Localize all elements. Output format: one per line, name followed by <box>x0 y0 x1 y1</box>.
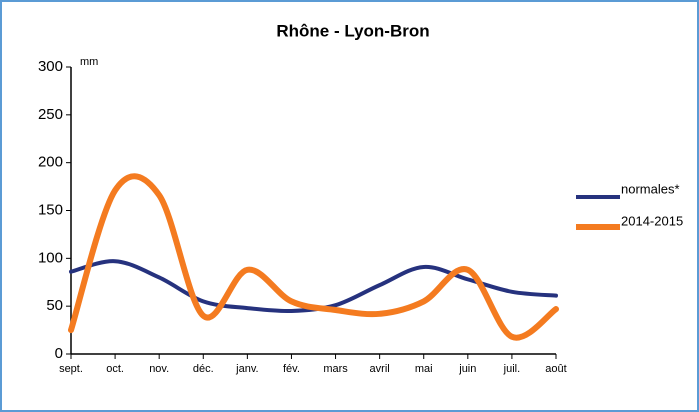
y-tick-label: 150 <box>38 201 63 218</box>
legend-label: normales* <box>621 181 680 196</box>
x-tick-label: sept. <box>59 363 83 375</box>
y-tick-label: 200 <box>38 154 63 171</box>
x-tick-label: fév. <box>283 363 300 375</box>
y-tick-label: 300 <box>38 58 63 75</box>
x-tick-label: nov. <box>149 363 169 375</box>
y-tick-label: 0 <box>55 345 63 362</box>
y-tick-label: 50 <box>46 297 63 314</box>
x-tick-label: juil. <box>503 363 521 375</box>
y-tick-label: 100 <box>38 249 63 266</box>
x-tick-label: déc. <box>193 363 214 375</box>
x-tick-label: mars <box>323 363 348 375</box>
x-tick-label: août <box>545 363 566 375</box>
x-tick-label: oct. <box>106 363 124 375</box>
x-tick-label: janv. <box>235 363 258 375</box>
y-unit: mm <box>80 56 98 68</box>
chart-title: Rhône - Lyon-Bron <box>276 21 429 40</box>
x-tick-label: juin <box>458 363 476 375</box>
x-tick-label: mai <box>415 363 433 375</box>
x-tick-label: avril <box>370 363 390 375</box>
line-series <box>68 173 559 341</box>
legend-label: 2014-2015 <box>621 213 683 228</box>
y-tick-label: 250 <box>38 106 63 123</box>
